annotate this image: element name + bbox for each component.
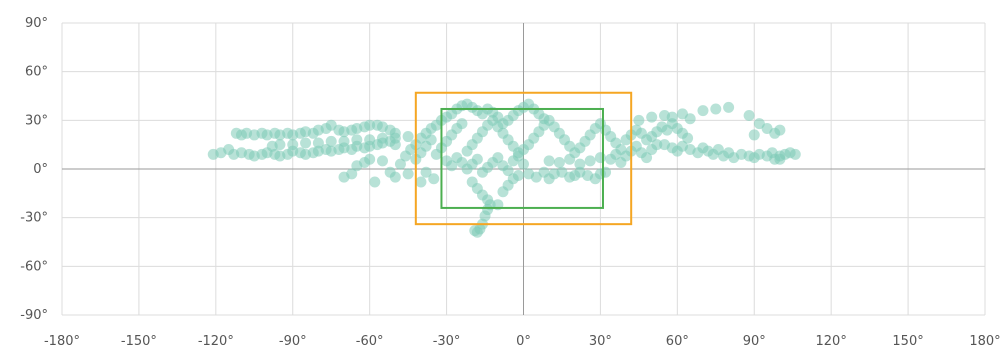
inner-bounding-box xyxy=(440,107,604,209)
data-point xyxy=(600,166,612,178)
x-tick-label: -180° xyxy=(44,334,80,349)
data-point xyxy=(789,148,801,160)
y-tick-label: -60° xyxy=(20,259,48,274)
data-point xyxy=(415,176,427,188)
data-point xyxy=(394,158,406,170)
data-point xyxy=(584,155,596,167)
data-points xyxy=(207,98,801,238)
data-point xyxy=(684,113,696,125)
x-tick-label: 90° xyxy=(743,334,766,349)
data-point xyxy=(710,103,722,115)
data-point xyxy=(651,139,663,151)
x-tick-label: -90° xyxy=(279,334,307,349)
data-point xyxy=(364,119,376,131)
data-point xyxy=(543,155,555,167)
x-tick-label: -60° xyxy=(356,334,384,349)
data-point xyxy=(446,160,458,172)
data-point xyxy=(351,134,363,146)
data-point xyxy=(274,139,286,151)
x-tick-label: 60° xyxy=(666,334,689,349)
data-point xyxy=(389,171,401,183)
x-tick-label: -150° xyxy=(121,334,157,349)
data-point xyxy=(518,158,529,170)
data-point xyxy=(338,135,350,147)
data-point xyxy=(594,152,606,164)
data-point xyxy=(428,173,440,185)
data-point xyxy=(748,129,760,141)
data-point xyxy=(456,118,468,130)
data-point xyxy=(420,166,432,178)
tick-labels: -180° -150° -120° -90° -60° -30° 0° 30° 60° 90° 12… xyxy=(20,16,1000,349)
data-point xyxy=(425,134,437,146)
data-point xyxy=(471,153,483,165)
data-point xyxy=(402,131,414,143)
data-point xyxy=(325,135,337,147)
data-point xyxy=(312,137,324,149)
y-tick-label: 90° xyxy=(25,16,48,31)
data-point xyxy=(553,157,565,169)
data-point xyxy=(564,153,576,165)
y-tick-label: 60° xyxy=(25,65,48,80)
y-tick-label: 30° xyxy=(25,113,48,128)
y-tick-label: -30° xyxy=(20,211,48,226)
x-tick-label: 150° xyxy=(892,334,923,349)
x-tick-label: 180° xyxy=(969,334,1000,349)
data-point xyxy=(389,132,401,144)
data-point xyxy=(300,137,312,149)
data-point xyxy=(364,134,376,146)
data-point xyxy=(538,113,550,125)
x-tick-label: 0° xyxy=(516,334,531,349)
data-point xyxy=(633,114,645,126)
data-point xyxy=(364,153,376,165)
data-point xyxy=(574,158,586,170)
data-point xyxy=(376,155,388,167)
x-tick-label: -30° xyxy=(433,334,461,349)
data-point xyxy=(492,152,504,164)
data-point xyxy=(666,111,678,123)
data-point xyxy=(646,111,658,123)
data-point xyxy=(376,132,388,144)
data-point xyxy=(641,152,653,164)
data-point xyxy=(610,148,622,160)
data-point xyxy=(369,176,381,188)
data-point xyxy=(723,101,735,113)
data-point xyxy=(774,124,786,136)
data-point xyxy=(697,105,709,117)
bounding-boxes xyxy=(414,91,633,226)
x-tick-label: 30° xyxy=(589,334,612,349)
y-tick-label: -90° xyxy=(20,308,48,323)
y-tick-label: 0° xyxy=(33,162,48,177)
x-tick-label: 120° xyxy=(816,334,847,349)
x-tick-label: -120° xyxy=(198,334,234,349)
outer-bounding-box xyxy=(414,91,633,226)
data-point xyxy=(774,153,786,165)
data-point xyxy=(469,225,481,237)
data-point xyxy=(512,169,524,181)
data-point xyxy=(402,168,414,180)
data-point xyxy=(502,165,514,177)
data-point xyxy=(346,168,358,180)
data-point xyxy=(287,139,299,151)
data-point xyxy=(743,109,755,121)
data-point xyxy=(682,132,694,144)
